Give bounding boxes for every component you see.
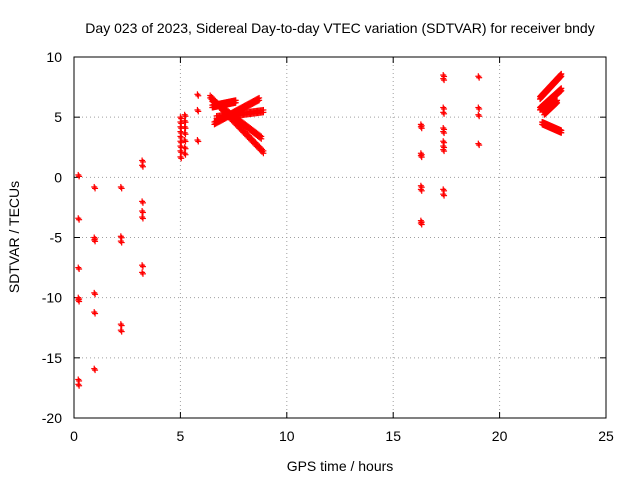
data-point [441, 148, 448, 155]
data-point [441, 110, 448, 117]
data-point [76, 266, 83, 273]
y-tick-label: 5 [54, 109, 62, 125]
data-point [207, 92, 214, 99]
data-point [249, 136, 256, 143]
data-point [195, 138, 202, 145]
data-point [248, 135, 255, 142]
data-point [182, 125, 189, 132]
y-tick-label: 0 [54, 169, 62, 185]
data-point [256, 94, 263, 101]
data-point [558, 85, 565, 92]
data-point [182, 113, 189, 120]
data-point [253, 140, 260, 147]
y-tick-label: 10 [46, 49, 62, 65]
data-point [476, 142, 483, 149]
data-point [558, 127, 565, 134]
data-point [260, 147, 267, 154]
data-point [243, 129, 250, 136]
data-point [252, 139, 259, 146]
data-point [240, 127, 247, 134]
data-point [182, 131, 189, 138]
data-point [182, 145, 189, 152]
y-tick-label: -20 [42, 410, 62, 426]
plot-frame [73, 56, 607, 419]
y-tick-label: -5 [50, 230, 63, 246]
data-point [476, 105, 483, 112]
data-point [259, 146, 266, 153]
data-point [118, 239, 125, 246]
data-point [257, 145, 264, 152]
data-point [139, 270, 146, 277]
data-point [418, 125, 425, 132]
data-point [260, 106, 267, 113]
data-point [139, 215, 146, 222]
x-tick-label: 15 [385, 428, 401, 444]
data-point [139, 209, 146, 216]
data-point [244, 131, 251, 138]
data-point [441, 77, 448, 84]
data-point [251, 138, 258, 145]
data-point [476, 74, 483, 81]
data-point [441, 192, 448, 199]
data-point [418, 221, 425, 228]
x-tick-label: 0 [70, 428, 78, 444]
data-point [92, 291, 99, 298]
data-point [178, 155, 185, 162]
data-point [92, 238, 99, 245]
x-tick-label: 10 [279, 428, 295, 444]
data-point [257, 132, 264, 139]
data-point [418, 187, 425, 194]
data-point [256, 143, 263, 150]
data-point [118, 185, 125, 192]
y-tick-label: -15 [42, 350, 62, 366]
data-point [554, 97, 561, 104]
data-point [255, 142, 262, 149]
data-point [182, 138, 189, 145]
data-point [92, 185, 99, 192]
axis-ticks [73, 56, 607, 419]
data-point [76, 298, 83, 305]
x-tick-label: 20 [492, 428, 508, 444]
y-tick-label: -10 [42, 290, 62, 306]
data-point [476, 113, 483, 120]
data-point [245, 132, 252, 139]
data-point [92, 367, 99, 374]
data-point [441, 130, 448, 137]
data-point [182, 119, 189, 126]
data-point [139, 263, 146, 270]
data-point [182, 151, 189, 158]
data-point [118, 322, 125, 329]
axis-tick-labels: 0 5 10 15 20 25 -20 -15 -10 -5 0 5 10 [42, 49, 614, 444]
data-point [76, 382, 83, 389]
data-point [558, 70, 565, 77]
data-point [247, 134, 254, 141]
data-point [139, 199, 146, 206]
data-point [258, 133, 265, 140]
data-point [195, 92, 202, 99]
data-points [75, 70, 565, 389]
data-point [232, 97, 239, 104]
data-point [418, 154, 425, 161]
data-point [118, 328, 125, 335]
data-point [195, 108, 202, 115]
chart-title: Day 023 of 2023, Sidereal Day-to-day VTE… [85, 20, 594, 36]
data-point [76, 216, 83, 223]
x-tick-label: 25 [598, 428, 614, 444]
y-axis-label: SDTVAR / TECUs [6, 181, 22, 293]
data-point [76, 173, 83, 180]
data-point [139, 163, 146, 170]
x-axis-label: GPS time / hours [287, 458, 394, 474]
data-point [92, 310, 99, 317]
data-point [178, 149, 185, 156]
x-tick-label: 5 [177, 428, 185, 444]
